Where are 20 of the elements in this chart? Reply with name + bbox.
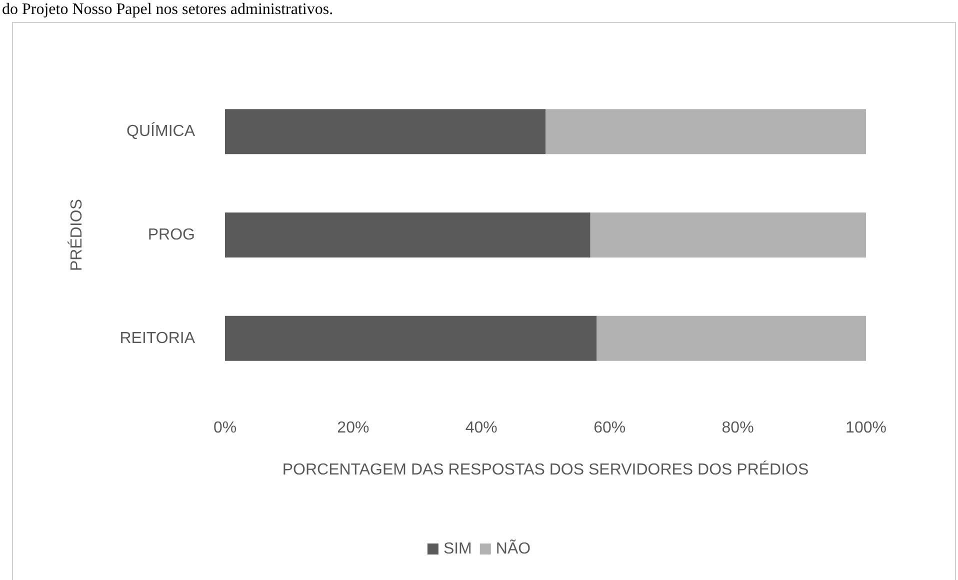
x-tick-label: 0% bbox=[213, 420, 237, 436]
bar bbox=[225, 212, 590, 258]
x-tick-label: 80% bbox=[722, 420, 754, 436]
legend-label: SIM bbox=[443, 540, 472, 558]
y-tick-label: QUÍMICA bbox=[126, 122, 196, 140]
bar bbox=[546, 109, 866, 154]
bar bbox=[596, 316, 866, 361]
x-tick-label: 40% bbox=[465, 420, 498, 436]
y-axis-title: PRÉDIOS bbox=[68, 198, 86, 272]
y-tick-label: PROG bbox=[148, 226, 195, 244]
bar bbox=[225, 109, 546, 154]
x-tick-label: 60% bbox=[594, 420, 626, 436]
bar bbox=[225, 316, 597, 361]
y-tick-label: REITORIA bbox=[120, 330, 196, 347]
x-tick-label: 20% bbox=[337, 420, 370, 436]
x-tick-label: 100% bbox=[846, 420, 886, 436]
bar bbox=[590, 212, 866, 258]
text: do Projeto Nosso Papel nos setores administrativos. bbox=[2, 1, 334, 19]
legend-label: NÃO bbox=[496, 538, 531, 558]
x-axis-title: PORCENTAGEM DAS RESPOSTAS DOS SERVIDORES DOS PRÉDIOS bbox=[282, 460, 809, 478]
